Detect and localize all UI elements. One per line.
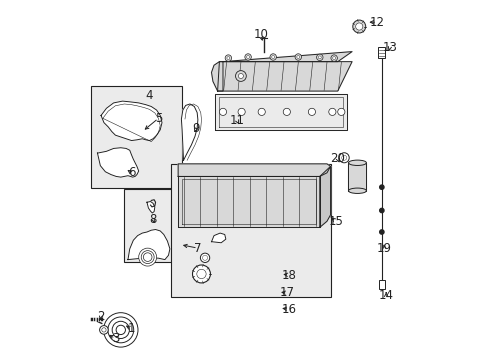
Circle shape: [202, 255, 207, 260]
Text: 12: 12: [369, 16, 384, 29]
Circle shape: [283, 108, 290, 116]
Text: 4: 4: [145, 89, 153, 102]
Circle shape: [219, 108, 226, 116]
Circle shape: [337, 108, 344, 116]
Text: 2: 2: [97, 310, 104, 323]
Circle shape: [328, 108, 335, 116]
Circle shape: [379, 185, 383, 189]
Circle shape: [224, 55, 231, 61]
Circle shape: [330, 55, 337, 61]
Circle shape: [116, 325, 125, 334]
Text: 20: 20: [329, 152, 345, 165]
Circle shape: [141, 251, 154, 264]
Ellipse shape: [348, 160, 366, 166]
Polygon shape: [211, 62, 223, 91]
Text: 9: 9: [192, 122, 200, 135]
Circle shape: [316, 54, 323, 60]
Text: 6: 6: [127, 166, 135, 179]
Text: 5: 5: [154, 112, 162, 125]
Polygon shape: [319, 166, 330, 227]
Text: 8: 8: [149, 213, 157, 226]
Circle shape: [238, 108, 244, 116]
Circle shape: [244, 54, 251, 60]
Bar: [171, 164, 330, 297]
Text: 17: 17: [280, 287, 294, 300]
Polygon shape: [147, 202, 155, 213]
Text: 1: 1: [127, 322, 135, 335]
Circle shape: [269, 54, 276, 60]
Circle shape: [379, 230, 383, 234]
Circle shape: [258, 108, 265, 116]
Bar: [91, 86, 182, 188]
Polygon shape: [211, 233, 225, 243]
Circle shape: [143, 253, 152, 261]
Circle shape: [108, 317, 133, 343]
Circle shape: [352, 20, 365, 33]
Polygon shape: [178, 176, 319, 227]
Circle shape: [192, 265, 210, 283]
Circle shape: [355, 23, 362, 30]
Polygon shape: [348, 163, 366, 191]
Circle shape: [332, 57, 335, 59]
Polygon shape: [215, 94, 346, 130]
Text: 3: 3: [111, 332, 119, 345]
Circle shape: [235, 71, 246, 81]
Polygon shape: [128, 229, 169, 260]
Circle shape: [246, 55, 249, 58]
Polygon shape: [181, 104, 198, 160]
Polygon shape: [97, 148, 139, 177]
Text: 13: 13: [382, 41, 396, 54]
Polygon shape: [178, 164, 330, 176]
Text: 16: 16: [281, 303, 296, 316]
Circle shape: [271, 55, 274, 58]
Text: 14: 14: [378, 289, 393, 302]
Text: 19: 19: [376, 242, 391, 255]
Bar: [378, 280, 384, 289]
Circle shape: [226, 57, 229, 59]
Circle shape: [341, 155, 346, 160]
Circle shape: [308, 108, 315, 116]
Circle shape: [139, 248, 156, 266]
Circle shape: [296, 55, 299, 58]
Ellipse shape: [348, 188, 366, 193]
Circle shape: [294, 54, 301, 60]
Bar: [124, 189, 196, 262]
Polygon shape: [223, 51, 351, 62]
Text: 15: 15: [328, 215, 343, 228]
Circle shape: [238, 73, 243, 78]
Circle shape: [103, 313, 138, 347]
Text: 10: 10: [253, 28, 267, 41]
Circle shape: [100, 325, 108, 334]
Circle shape: [318, 56, 321, 59]
Circle shape: [200, 253, 209, 262]
Circle shape: [196, 269, 206, 279]
Circle shape: [112, 321, 129, 338]
Circle shape: [339, 153, 348, 163]
Bar: [378, 47, 385, 58]
Text: 7: 7: [194, 242, 201, 255]
Circle shape: [102, 328, 106, 332]
Text: 11: 11: [229, 114, 244, 127]
Text: 18: 18: [281, 269, 296, 282]
Polygon shape: [217, 62, 351, 91]
Polygon shape: [101, 101, 162, 140]
Circle shape: [379, 208, 383, 213]
